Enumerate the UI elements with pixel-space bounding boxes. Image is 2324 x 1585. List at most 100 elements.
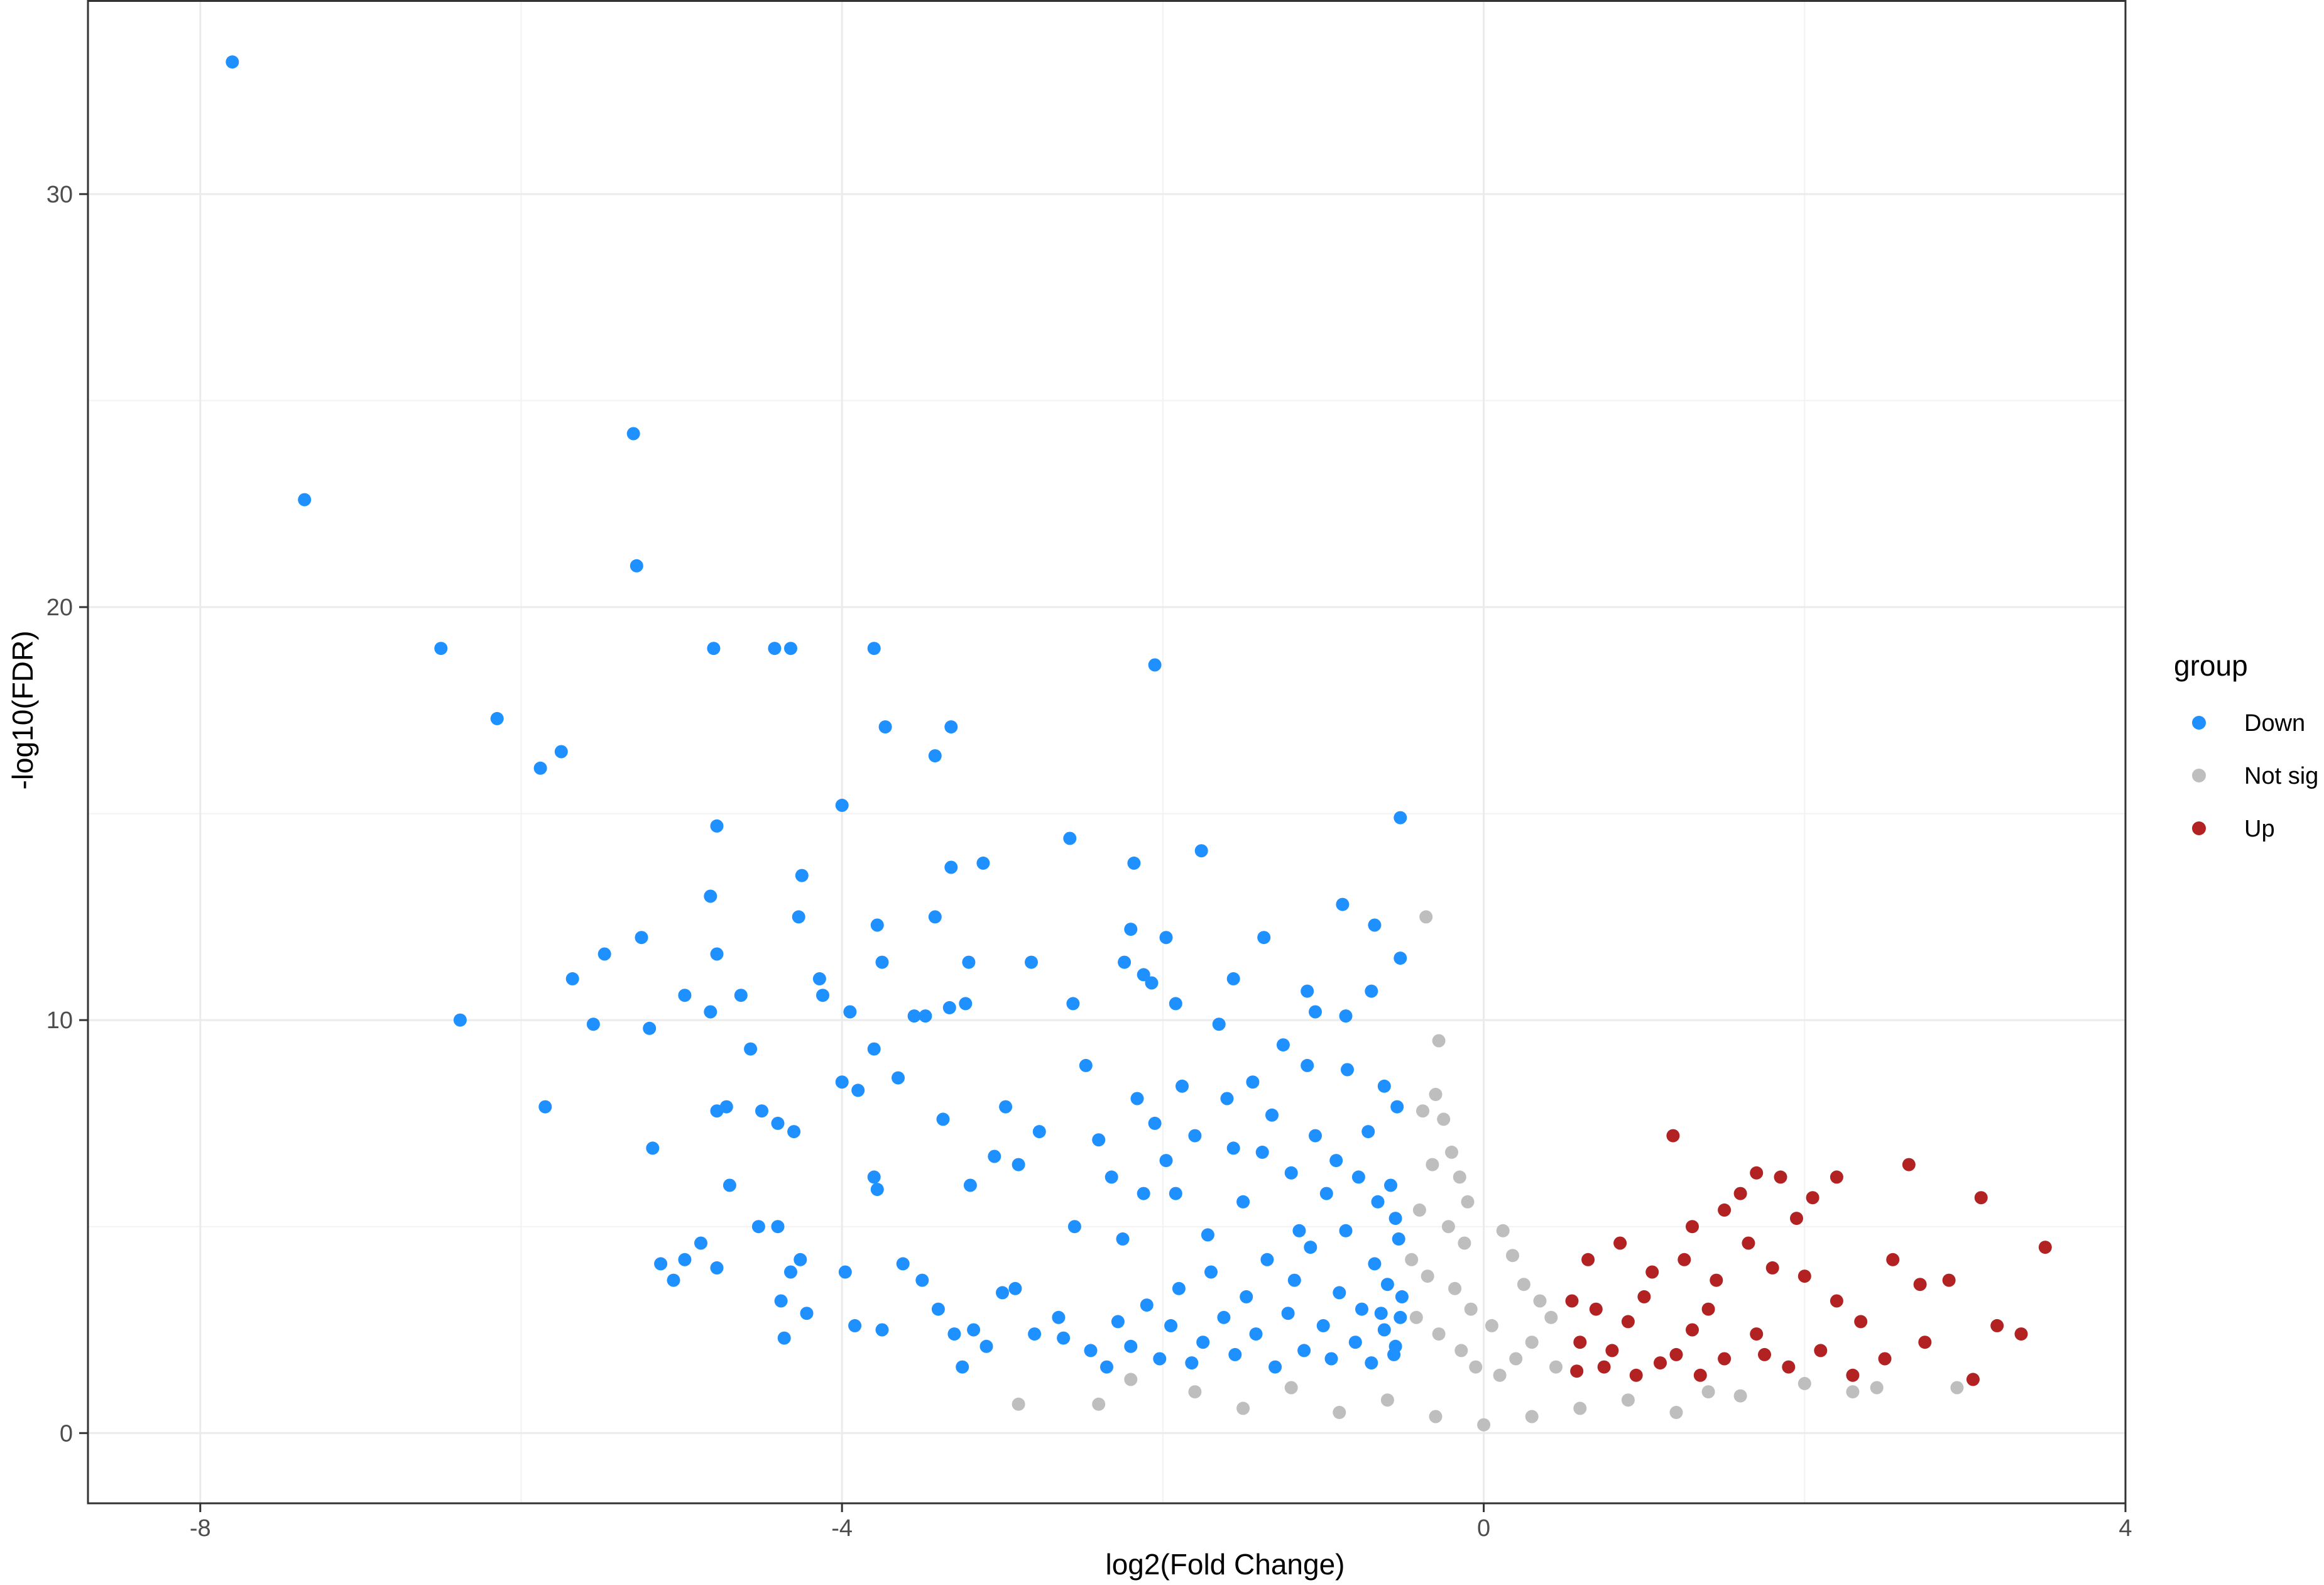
data-point-down — [630, 559, 643, 573]
y-axis: 0 10 20 30 — [46, 182, 88, 1447]
data-point-up — [1645, 1265, 1659, 1279]
data-point-not-sig — [1188, 1385, 1202, 1399]
data-point-not-sig — [1448, 1281, 1462, 1295]
data-point-down — [1226, 1141, 1240, 1155]
data-point-down — [1390, 1100, 1404, 1114]
data-point-not-sig — [1441, 1220, 1455, 1234]
data-point-up — [1718, 1203, 1732, 1217]
data-point-not-sig — [1429, 1410, 1443, 1423]
data-point-down — [1236, 1195, 1250, 1209]
data-point-down — [1100, 1360, 1113, 1374]
data-point-down — [1194, 844, 1208, 858]
data-point-down — [755, 1104, 768, 1118]
data-point-down — [1212, 1017, 1226, 1031]
data-point-up — [1573, 1335, 1587, 1349]
data-point-down — [226, 55, 239, 69]
data-point-not-sig — [1525, 1410, 1539, 1423]
data-point-not-sig — [1621, 1393, 1635, 1407]
data-point-not-sig — [1421, 1270, 1434, 1283]
data-point-down — [694, 1236, 707, 1250]
data-point-down — [867, 642, 881, 655]
data-point-down — [867, 1042, 881, 1056]
data-point-down — [896, 1257, 910, 1271]
data-point-down — [988, 1149, 1001, 1163]
data-point-down — [947, 1327, 961, 1341]
data-point-down — [1124, 923, 1138, 936]
data-point-down — [554, 745, 568, 759]
data-point-down — [942, 1001, 956, 1014]
data-point-down — [1276, 1038, 1290, 1052]
data-point-not-sig — [1517, 1278, 1530, 1292]
data-point-down — [1309, 1005, 1322, 1019]
data-point-down — [771, 1220, 785, 1234]
data-point-down — [1118, 955, 1132, 969]
data-point-down — [1196, 1335, 1210, 1349]
data-point-not-sig — [1533, 1294, 1547, 1308]
y-axis-title: -log10(FDR) — [6, 630, 39, 789]
x-axis-title: log2(Fold Change) — [1105, 1548, 1345, 1581]
data-point-down — [723, 1178, 736, 1192]
data-point-not-sig — [1950, 1381, 1964, 1395]
data-point-down — [1341, 1063, 1354, 1077]
data-point-down — [704, 889, 717, 903]
data-point-not-sig — [1573, 1401, 1587, 1415]
data-point-up — [1830, 1170, 1843, 1184]
y-tick-label: 0 — [60, 1420, 73, 1447]
data-point-down — [907, 1009, 921, 1023]
data-point-down — [794, 1253, 807, 1266]
data-point-up — [1798, 1270, 1811, 1283]
data-point-down — [843, 1005, 857, 1019]
data-point-up — [1693, 1368, 1707, 1382]
data-point-not-sig — [1437, 1112, 1451, 1126]
legend-label-down: Down — [2244, 710, 2305, 737]
data-point-up — [1629, 1368, 1643, 1382]
data-point-down — [851, 1083, 865, 1097]
data-point-down — [646, 1141, 660, 1155]
data-point-down — [892, 1071, 905, 1085]
data-point-down — [1268, 1360, 1282, 1374]
data-point-down — [774, 1294, 788, 1308]
data-point-up — [2014, 1327, 2028, 1341]
data-point-down — [710, 819, 724, 833]
data-point-down — [1377, 1079, 1391, 1093]
data-point-not-sig — [1409, 1310, 1423, 1324]
data-point-not-sig — [1333, 1405, 1346, 1419]
data-point-up — [1814, 1344, 1828, 1357]
data-point-not-sig — [1525, 1335, 1539, 1349]
data-point-not-sig — [1092, 1397, 1106, 1411]
data-point-up — [1678, 1253, 1691, 1266]
data-point-up — [1886, 1253, 1900, 1266]
data-point-down — [1388, 1339, 1402, 1353]
data-point-up — [1710, 1273, 1723, 1287]
data-point-up — [1966, 1373, 1980, 1386]
data-point-up — [1902, 1158, 1916, 1171]
data-point-up — [1701, 1302, 1715, 1316]
data-point-down — [1228, 1347, 1242, 1361]
data-point-down — [1339, 1009, 1353, 1023]
y-tick-label: 30 — [46, 182, 73, 208]
data-point-down — [1301, 984, 1314, 998]
data-point-down — [710, 1261, 724, 1275]
data-point-up — [1765, 1261, 1779, 1275]
data-point-up — [1830, 1294, 1843, 1308]
data-point-not-sig — [1509, 1352, 1523, 1366]
data-point-down — [1159, 931, 1173, 945]
data-point-down — [875, 955, 889, 969]
data-point-not-sig — [1701, 1385, 1715, 1399]
data-point-not-sig — [1544, 1310, 1558, 1324]
data-point-down — [1240, 1290, 1253, 1303]
data-point-down — [1137, 968, 1150, 982]
data-point-not-sig — [1445, 1145, 1458, 1159]
data-point-not-sig — [1461, 1195, 1475, 1209]
data-point-down — [1164, 1319, 1178, 1332]
data-point-down — [816, 989, 829, 1002]
data-point-down — [1301, 1058, 1314, 1072]
data-point-not-sig — [1496, 1224, 1510, 1237]
grid-minor — [88, 0, 2125, 1503]
data-point-down — [1281, 1307, 1295, 1320]
x-tick-label: -8 — [190, 1515, 211, 1542]
data-point-down — [434, 642, 448, 655]
data-point-down — [667, 1273, 680, 1287]
data-point-down — [1284, 1166, 1298, 1180]
data-point-down — [979, 1339, 993, 1353]
